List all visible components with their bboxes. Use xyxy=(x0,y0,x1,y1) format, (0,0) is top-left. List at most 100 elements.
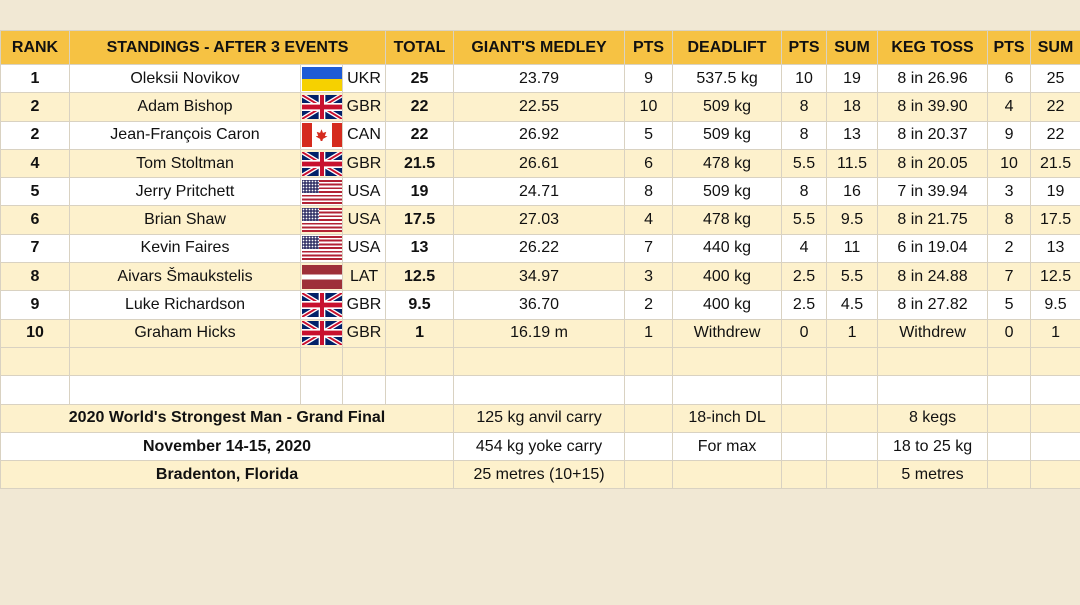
header-standings: STANDINGS - AFTER 3 EVENTS xyxy=(68,30,387,65)
athlete-name: Aivars Šmaukstelis xyxy=(69,262,301,292)
deadlift-points: 5.5 xyxy=(781,205,828,235)
athlete-name: Jean-François Caron xyxy=(69,120,301,150)
keg-detail: 8 kegs xyxy=(877,403,989,433)
keg-toss-points: 9 xyxy=(987,120,1032,150)
empty-cell xyxy=(385,346,455,377)
sum-after-keg-toss: 12.5 xyxy=(1030,262,1080,292)
empty-cell xyxy=(672,375,783,405)
flag-gbr-icon xyxy=(301,151,342,176)
medley-detail: 454 kg yoke carry xyxy=(453,431,626,462)
empty-cell xyxy=(1030,431,1080,462)
spacer-row xyxy=(0,346,1080,377)
medley-points: 3 xyxy=(624,262,674,292)
sum-after-keg-toss: 19 xyxy=(1030,177,1080,207)
medley-points: 5 xyxy=(624,120,674,150)
keg-toss-result: 8 in 20.05 xyxy=(877,148,989,179)
empty-cell xyxy=(624,403,674,433)
flag-gbr-icon xyxy=(301,94,342,119)
maple-leaf-icon xyxy=(315,129,328,142)
sum-after-deadlift: 18 xyxy=(826,92,879,122)
empty-cell xyxy=(826,431,879,462)
country-code: USA xyxy=(341,205,387,235)
deadlift-detail: 18-inch DL xyxy=(672,403,783,433)
flag-canton xyxy=(301,179,319,193)
total-points: 12.5 xyxy=(385,262,455,292)
deadlift-detail: For max xyxy=(672,431,783,462)
standings-table: RANK STANDINGS - AFTER 3 EVENTS TOTAL GI… xyxy=(0,30,1080,490)
empty-cell xyxy=(987,375,1032,405)
flag-cell xyxy=(300,63,343,94)
info-row: November 14-15, 2020 454 kg yoke carry F… xyxy=(0,431,1080,462)
deadlift-result: 537.5 kg xyxy=(672,63,783,94)
giants-medley-result: 26.92 xyxy=(453,120,626,150)
empty-cell xyxy=(341,346,387,377)
medley-detail: 25 metres (10+15) xyxy=(453,460,626,490)
empty-cell xyxy=(826,403,879,433)
flag-cell xyxy=(300,120,343,150)
header-sum-deadlift: SUM xyxy=(826,30,879,65)
athlete-name: Adam Bishop xyxy=(69,92,301,122)
giants-medley-result: 34.97 xyxy=(453,262,626,292)
empty-cell xyxy=(624,460,674,490)
deadlift-points: 10 xyxy=(781,63,828,94)
empty-cell xyxy=(0,346,70,377)
empty-cell xyxy=(341,375,387,405)
empty-cell xyxy=(453,346,626,377)
keg-toss-points: 3 xyxy=(987,177,1032,207)
flag-lat-icon xyxy=(301,264,342,289)
event-dates: November 14-15, 2020 xyxy=(0,431,455,462)
header-keg-toss: KEG TOSS xyxy=(877,30,989,65)
empty-cell xyxy=(987,346,1032,377)
country-code: GBR xyxy=(341,290,387,320)
flag-canton xyxy=(301,236,319,250)
deadlift-points: 4 xyxy=(781,233,828,264)
sum-after-keg-toss: 17.5 xyxy=(1030,205,1080,235)
sum-after-keg-toss: 25 xyxy=(1030,63,1080,94)
country-code: GBR xyxy=(341,92,387,122)
medley-points: 4 xyxy=(624,205,674,235)
header-sum-keg: SUM xyxy=(1030,30,1080,65)
flag-canton xyxy=(301,208,319,222)
header-deadlift: DEADLIFT xyxy=(672,30,783,65)
empty-cell xyxy=(877,346,989,377)
table-row: 5 Jerry Pritchett USA 19 24.71 8 509 kg … xyxy=(0,177,1080,207)
deadlift-points: 2.5 xyxy=(781,262,828,292)
rank-cell: 4 xyxy=(0,148,70,179)
rank-cell: 6 xyxy=(0,205,70,235)
header-pts-medley: PTS xyxy=(624,30,674,65)
giants-medley-result: 26.61 xyxy=(453,148,626,179)
sum-after-keg-toss: 22 xyxy=(1030,120,1080,150)
deadlift-points: 8 xyxy=(781,177,828,207)
keg-toss-points: 4 xyxy=(987,92,1032,122)
keg-toss-result: 8 in 26.96 xyxy=(877,63,989,94)
deadlift-points: 5.5 xyxy=(781,148,828,179)
athlete-name: Jerry Pritchett xyxy=(69,177,301,207)
sum-after-deadlift: 11 xyxy=(826,233,879,264)
athlete-name: Oleksii Novikov xyxy=(69,63,301,94)
keg-toss-result: 7 in 39.94 xyxy=(877,177,989,207)
flag-gbr-icon xyxy=(301,293,342,318)
table-row: 2 Jean-François Caron CAN 22 26.92 5 509… xyxy=(0,120,1080,150)
sum-after-keg-toss: 1 xyxy=(1030,318,1080,348)
event-location: Bradenton, Florida xyxy=(0,460,455,490)
rank-cell: 2 xyxy=(0,92,70,122)
rank-cell: 10 xyxy=(0,318,70,348)
medley-points: 2 xyxy=(624,290,674,320)
table-row: 10 Graham Hicks GBR 1 16.19 m 1 Withdrew… xyxy=(0,318,1080,348)
deadlift-points: 2.5 xyxy=(781,290,828,320)
medley-points: 6 xyxy=(624,148,674,179)
keg-detail: 5 metres xyxy=(877,460,989,490)
table-row: 7 Kevin Faires USA 13 26.22 7 440 kg 4 1… xyxy=(0,233,1080,264)
empty-cell xyxy=(781,431,828,462)
rank-cell: 9 xyxy=(0,290,70,320)
sum-after-deadlift: 16 xyxy=(826,177,879,207)
empty-cell xyxy=(1030,460,1080,490)
total-points: 21.5 xyxy=(385,148,455,179)
medley-detail: 125 kg anvil carry xyxy=(453,403,626,433)
table-row: 9 Luke Richardson GBR 9.5 36.70 2 400 kg… xyxy=(0,290,1080,320)
sum-after-deadlift: 4.5 xyxy=(826,290,879,320)
deadlift-points: 8 xyxy=(781,120,828,150)
empty-cell xyxy=(672,346,783,377)
empty-cell xyxy=(987,460,1032,490)
sum-after-deadlift: 9.5 xyxy=(826,205,879,235)
